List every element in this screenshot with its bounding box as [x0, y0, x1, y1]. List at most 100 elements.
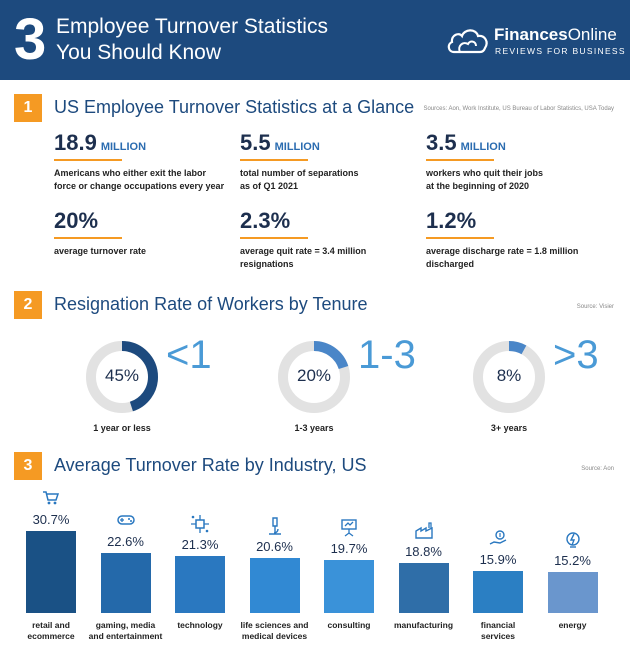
bar-category-line2: services: [480, 631, 516, 641]
financesonline-logo: FinancesOnline REVIEWS FOR BUSINESS: [446, 22, 625, 62]
stat-description-line1: average discharge rate = 1.8 million: [426, 246, 579, 256]
money-hand-icon: [489, 529, 507, 545]
stat-description: average discharge rate = 1.8 million disc…: [426, 245, 606, 271]
donut-arc: [278, 341, 350, 413]
stat-value: 3.5 MILLION: [426, 130, 606, 156]
bar-category-line2: medical devices: [241, 631, 308, 641]
bar-5: [324, 560, 374, 613]
stat-unit: MILLION: [274, 141, 320, 153]
bar-value-label: 22.6%: [107, 533, 144, 549]
stat-6: 1.2% average discharge rate = 1.8 million…: [426, 208, 606, 271]
stat-description: workers who quit their jobs at the beginn…: [426, 167, 606, 193]
donut-arc: [86, 341, 158, 413]
logo-tagline: REVIEWS FOR BUSINESS: [495, 46, 626, 56]
bar-category-line1: financial: [480, 620, 516, 630]
stat-description-line2: as of Q1 2021: [240, 181, 299, 191]
stat-unit: MILLION: [460, 141, 506, 153]
stat-description-line2: force or change occupations every year: [54, 181, 225, 191]
header-banner: 3 Employee Turnover Statistics You Shoul…: [0, 0, 630, 80]
donut-range: 1-3: [358, 333, 416, 377]
stat-underline: [426, 237, 494, 239]
donut-label: 3+ years: [490, 423, 528, 433]
section2-badge: 2: [14, 291, 42, 319]
stat-number: 1.2%: [426, 208, 477, 233]
bar-category-label: life sciences and medical devices: [236, 620, 314, 642]
logo-name: FinancesOnline: [494, 25, 617, 44]
stat-unit: MILLION: [100, 141, 147, 153]
section2-title: Resignation Rate of Workers by Tenure: [54, 294, 368, 314]
page-title: Employee Turnover Statistics You Should …: [56, 14, 328, 66]
stat-description-line1: average turnover rate: [54, 246, 147, 256]
bar-category-label: energy: [534, 620, 612, 631]
bar-4: [249, 557, 300, 613]
stat-underline: [54, 237, 122, 239]
stat-description-line1: total number of separations: [240, 168, 359, 178]
stat-description: average quit rate = 3.4 million resignati…: [240, 245, 420, 271]
stat-description-line2: resignations: [240, 259, 294, 269]
section3-source: Source: Aon: [581, 466, 614, 472]
bar-value-label: 19.7%: [330, 541, 368, 557]
bar-value-label: 15.2%: [554, 553, 591, 569]
stat-underline: [54, 159, 122, 161]
stat-value: 1.2%: [426, 208, 606, 234]
stat-number: 20%: [54, 208, 99, 233]
stat-underline: [240, 159, 308, 161]
energy-icon: [565, 532, 580, 549]
stat-description-line1: average quit rate = 3.4 million: [240, 246, 367, 256]
bar-1: [26, 531, 76, 613]
section1-source: Sources: Aon, Work Institute, US Bureau …: [423, 106, 614, 112]
stat-2: 5.5 MILLION total number of separations as …: [240, 130, 420, 193]
bar-category-line1: life sciences and: [240, 620, 309, 630]
stat-description: average turnover rate: [54, 245, 234, 258]
bar-category-line1: consulting: [327, 620, 371, 630]
bar-6: [398, 562, 449, 613]
stat-underline: [426, 159, 494, 161]
bar-category-label: retail and ecommerce: [12, 620, 90, 642]
section1-title: US Employee Turnover Statistics at a Gla…: [54, 97, 415, 117]
bar-category-line2: and entertainment: [88, 631, 163, 641]
bar-7: [473, 570, 523, 613]
bar-category-line2: ecommerce: [27, 631, 75, 641]
stat-1: 18.9 MILLION Americans who either exit the…: [54, 130, 234, 193]
bar-category-label: manufacturing: [385, 620, 463, 631]
donut-arc: [473, 341, 545, 413]
donut-chart-2: [278, 341, 350, 413]
bar-value-label: 18.8%: [405, 543, 442, 559]
stat-value: 5.5 MILLION: [240, 130, 420, 156]
donut-range: <1: [166, 333, 212, 377]
donut-chart-3: [473, 341, 545, 413]
section3-title: Average Turnover Rate by Industry, US: [54, 455, 367, 475]
presentation-icon: [341, 519, 357, 537]
stat-value: 2.3%: [240, 208, 420, 234]
bar-category-line1: retail and: [32, 620, 70, 630]
bar-category-label: consulting: [310, 620, 388, 631]
donut-percent: 20%: [296, 366, 332, 385]
bar-3: [175, 556, 225, 613]
bar-category-line1: manufacturing: [393, 620, 454, 630]
stat-description-line2: discharged: [426, 259, 475, 269]
bar-value-label: 21.3%: [181, 537, 219, 553]
cart-icon: [43, 491, 60, 505]
stat-value: 18.9 MILLION: [54, 130, 234, 156]
stat-description: total number of separations as of Q1 2021: [240, 167, 420, 193]
stat-description-line2: at the beginning of 2020: [426, 181, 530, 191]
bar-category-line1: technology: [177, 620, 223, 630]
bar-category-label: financial services: [459, 620, 537, 642]
bar-category-label: gaming, media and entertainment: [87, 620, 165, 642]
microscope-icon: [268, 517, 281, 535]
page-title-line1: Employee Turnover Statistics: [56, 15, 328, 38]
stat-number: 18.9: [54, 130, 97, 155]
gamepad-icon: [116, 514, 135, 525]
stat-5: 2.3% average quit rate = 3.4 million resig…: [240, 208, 420, 271]
bar-2: [100, 552, 151, 613]
factory-icon: [414, 522, 433, 539]
donut-range: >3: [553, 333, 599, 377]
section1-badge: 1: [14, 94, 42, 122]
stat-description-line1: Americans who either exit the labor: [54, 168, 207, 178]
stat-number: 5.5: [240, 130, 271, 155]
bar-value-label: 15.9%: [479, 551, 517, 567]
bar-category-line1: gaming, media: [95, 620, 156, 630]
donut-label: 1 year or less: [93, 423, 151, 433]
bar-8: [547, 572, 598, 613]
stat-value: 20%: [54, 208, 234, 234]
